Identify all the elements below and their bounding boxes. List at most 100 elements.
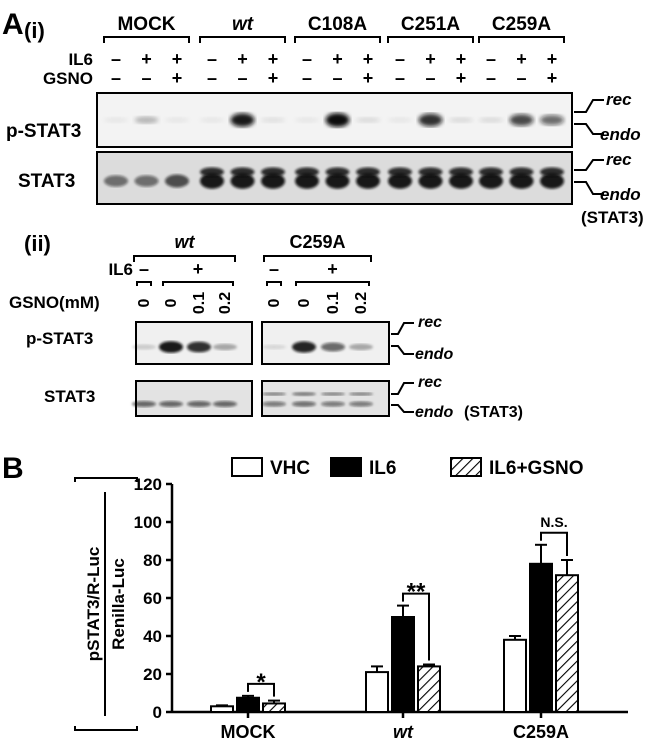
bar-chart: 0 20 40 60 80 100 120 MOCK * wt ** C259A N.S. (134, 475, 628, 742)
blot-band (104, 175, 128, 187)
blot-band (159, 401, 183, 407)
group-bracket (103, 36, 190, 43)
blot-band (479, 173, 503, 189)
x-tick-label: MOCK (221, 722, 276, 742)
blot-band (261, 173, 285, 189)
significance-label: ** (407, 579, 426, 606)
rec-endo-callout-blot2: rec endo (STAT3) (574, 150, 644, 227)
bar-vhc (365, 671, 389, 713)
blot-band-rec (509, 167, 534, 177)
bar-il6-gsno (417, 665, 441, 714)
blot2-stat3 (96, 151, 573, 205)
gsno-sign: – (111, 68, 121, 88)
panel-b-label: B (2, 452, 24, 485)
legend-label: IL6 (369, 458, 396, 479)
ii-gsno-value: 0.1 (191, 292, 208, 314)
ii-gsno-value: 0.2 (217, 292, 234, 314)
ii-blot1-label: p-STAT3 (26, 329, 93, 348)
blot-band (356, 173, 380, 189)
y-tick-label: 40 (143, 627, 162, 646)
blot-band (165, 174, 189, 188)
group-header: C108A (308, 14, 367, 35)
ii-group-bracket (133, 255, 236, 262)
ii-gsno-value: 0 (296, 298, 313, 307)
il6-sign: – (395, 49, 405, 69)
chart-legend: VHC IL6 IL6+GSNO (231, 457, 584, 479)
blot-band (200, 173, 224, 189)
group-header: C259A (492, 14, 551, 35)
blot-band (134, 175, 159, 187)
gsno-sign: – (332, 68, 342, 88)
rec-label: rec (606, 90, 632, 109)
gsno-sign: – (395, 68, 405, 88)
il6-sign: – (207, 49, 217, 69)
blot-band (509, 114, 534, 126)
gsno-sign: – (207, 68, 217, 88)
blot-band-rec (479, 167, 503, 177)
blot-band (230, 113, 255, 127)
ii-rec-endo-callout-blot1: rec endo (391, 314, 453, 363)
blot-band-rec (321, 392, 345, 396)
panel-a-ii-group-headers: wt C259A (133, 232, 372, 262)
group-bracket (478, 36, 565, 43)
panel-a-ii-gsno-values: 0 0 0.1 0.2 0 0 0.1 0.2 (136, 292, 370, 314)
y-tick-label: 60 (143, 589, 162, 608)
blot-band (388, 173, 412, 189)
ii-rec-endo-callout-blot2: rec endo (STAT3) (391, 374, 523, 421)
blot-band (200, 117, 224, 123)
significance-bracket (402, 592, 430, 661)
ii-group-header: wt (175, 232, 196, 252)
group-header: C251A (401, 14, 460, 35)
bar-vhc (210, 705, 234, 713)
il6-sign: + (237, 49, 248, 69)
blot-band (292, 341, 316, 353)
panel-a-i-treatment-signs: ––+–++––+–++––+–++––+–++––+–++ (111, 49, 557, 88)
ii-il6-sign: – (139, 259, 149, 279)
blot-band-rec (540, 167, 564, 177)
blot-band (388, 117, 412, 123)
ii-blot1-pstat3 (132, 321, 390, 365)
il6-sign: – (486, 49, 496, 69)
blot-band-rec (261, 167, 285, 177)
blot-band (262, 401, 286, 407)
blot-band (356, 117, 380, 123)
blot-band-rec (200, 167, 224, 177)
ii-blot2-label: STAT3 (44, 387, 95, 406)
blot-band-rec (295, 167, 319, 177)
blot-band (230, 173, 255, 189)
panel-a-ii-il6-signs: – + – + (136, 259, 370, 286)
ylabel-denominator: Renilla-Luc (109, 558, 128, 650)
ii-group-header: C259A (289, 232, 345, 252)
y-tick-label: 100 (134, 513, 162, 532)
bar-il6-gsno (555, 574, 579, 714)
endo-label: endo (415, 346, 453, 363)
il6-sign: + (363, 49, 374, 69)
blot-band (159, 341, 183, 353)
ii-gsno-value: 0.2 (353, 292, 370, 314)
rec-endo-callout-blot1: rec endo (574, 90, 641, 144)
endo-label: endo (600, 185, 641, 204)
il6-sign: + (332, 49, 343, 69)
blot-band (479, 117, 503, 123)
il6-sign: – (302, 49, 312, 69)
blot-band (349, 401, 373, 407)
gsno-sign: + (268, 68, 279, 88)
blot1-pstat3 (96, 92, 573, 148)
blot-band (321, 401, 345, 407)
y-axis-label: pSTAT3/R-Luc Renilla-Luc (74, 477, 138, 731)
ii-il6-bracket (136, 281, 152, 286)
group-header: MOCK (117, 14, 175, 35)
blot-band-rec (388, 167, 412, 177)
gsno-sign: + (456, 68, 467, 88)
blot-band (132, 401, 156, 407)
gsno-sign: – (486, 68, 496, 88)
blot-band (449, 117, 473, 123)
blot-band (295, 173, 319, 189)
ii-il6-bracket (266, 281, 282, 286)
gsno-sign: – (141, 68, 151, 88)
y-tick-label: 20 (143, 665, 162, 684)
il6-sign: + (172, 49, 183, 69)
gsno-row-label: GSNO (43, 69, 93, 88)
blot-band (325, 173, 350, 189)
blot-band (349, 343, 373, 351)
